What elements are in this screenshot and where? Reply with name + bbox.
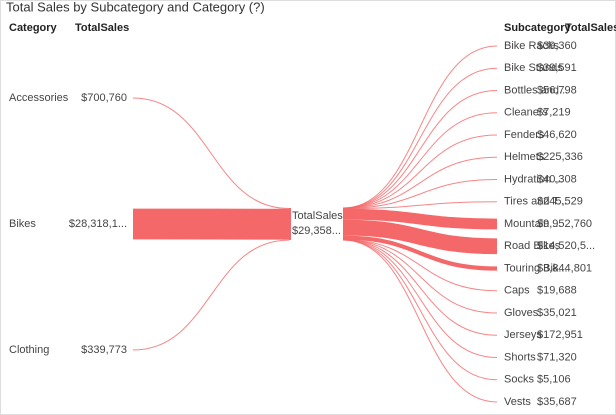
link (342, 239, 498, 292)
subcategory-value: $19,688 (537, 285, 577, 297)
link (342, 208, 498, 230)
subcategory-label: Bike Racks (504, 40, 560, 52)
subcategory-value: $245,529 (537, 196, 583, 208)
subcategory-value: $46,620 (537, 129, 577, 141)
link (342, 239, 498, 336)
root-node (289, 208, 291, 240)
subcategory-value: $225,336 (537, 151, 583, 163)
link (342, 239, 498, 358)
link (342, 179, 498, 209)
link (342, 134, 498, 209)
subcategory-label: Tires and T... (504, 196, 567, 208)
link (342, 239, 498, 381)
link (342, 219, 498, 255)
subcategory-value: $39,360 (537, 40, 577, 52)
right-header: TotalSales (565, 22, 616, 34)
root-value: $29,358... (292, 225, 341, 237)
category-value: $28,318,1... (69, 218, 127, 230)
chart-title: Total Sales by Subcategory and Category … (6, 0, 265, 14)
root-name: TotalSales (292, 210, 343, 222)
subcategory-label: Jerseys (504, 329, 542, 341)
subcategory-label: Socks (504, 374, 534, 386)
subcategory-value: $172,951 (537, 329, 583, 341)
subcategory-label: Gloves (504, 307, 539, 319)
link (132, 97, 290, 209)
link (342, 45, 498, 209)
subcategory-value: $5,106 (537, 374, 571, 386)
subcategory-value: $9,952,760 (537, 218, 592, 230)
subcategory-label: Road Bikes (504, 240, 561, 252)
link (342, 67, 498, 209)
subcategory-value: $35,687 (537, 396, 577, 408)
subcategory-value: $14,520,5... (537, 240, 595, 252)
left-header: Category (9, 22, 58, 34)
subcategory-value: $35,021 (537, 307, 577, 319)
link (342, 235, 498, 271)
subcategory-value: $3,844,801 (537, 262, 592, 274)
subcategory-label: Hydration ... (504, 173, 563, 185)
category-label: Bikes (9, 218, 36, 230)
subcategory-label: Shorts (504, 351, 536, 363)
subcategory-value: $56,798 (537, 84, 577, 96)
subcategory-value: $7,219 (537, 107, 571, 119)
link (132, 239, 290, 351)
link (342, 112, 498, 209)
subcategory-label: Vests (504, 396, 531, 408)
subcategory-label: Caps (504, 285, 530, 297)
category-label: Accessories (9, 92, 69, 104)
category-value: $700,760 (81, 92, 127, 104)
subcategory-value: $40,308 (537, 173, 577, 185)
right-header: Subcategory (504, 22, 572, 34)
link (342, 90, 498, 209)
category-label: Clothing (9, 344, 49, 356)
link (342, 201, 498, 210)
subcategory-value: $39,591 (537, 62, 577, 74)
left-header: TotalSales (75, 22, 129, 34)
subcategory-label: Helmets (504, 151, 545, 163)
link (342, 239, 498, 314)
link (342, 156, 498, 209)
subcategory-label: Bike Stands (504, 62, 563, 74)
category-value: $339,773 (81, 344, 127, 356)
subcategory-label: Mountain ... (504, 218, 561, 230)
subcategory-label: Fenders (504, 129, 545, 141)
link (342, 239, 498, 403)
subcategory-label: Touring Bik... (504, 262, 568, 274)
subcategory-label: Bottles and... (504, 84, 568, 96)
subcategory-label: Cleaners (504, 107, 549, 119)
subcategory-value: $71,320 (537, 351, 577, 363)
